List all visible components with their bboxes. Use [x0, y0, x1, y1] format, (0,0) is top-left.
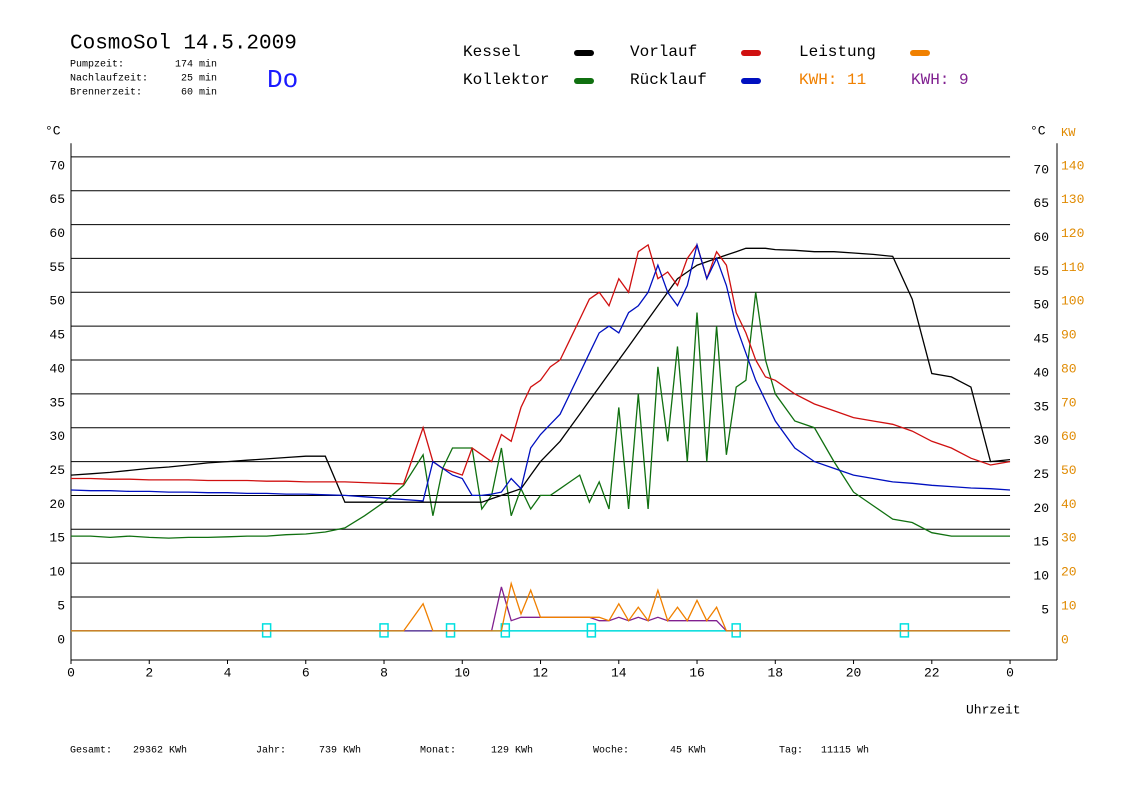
y-tick-label: 25: [49, 463, 65, 478]
series-line: [70, 247, 1011, 503]
footer-value: 11115 Wh: [821, 745, 869, 757]
y-right-tick-label: 20: [1033, 501, 1049, 516]
y-right-tick-label: 40: [1033, 365, 1049, 380]
y2-tick-label: 40: [1061, 497, 1077, 512]
stat-label: Brennerzeit:: [70, 87, 142, 99]
y2-tick-label: 10: [1061, 598, 1077, 613]
x-tick-label: 14: [611, 665, 627, 680]
y-right-tick-label: 50: [1033, 298, 1049, 313]
y-tick-label: 65: [49, 192, 65, 207]
y-right-tick-label: 45: [1033, 332, 1049, 347]
legend-label: Vorlauf: [630, 43, 697, 61]
series-line: [71, 292, 1010, 539]
y2-tick-label: 20: [1061, 565, 1077, 580]
pump-marker: [586, 623, 597, 638]
day: Do: [267, 65, 298, 95]
series-line: [71, 580, 1010, 632]
y-tick-label: 50: [49, 294, 65, 309]
y2-tick-label: 0: [1061, 632, 1069, 647]
x-axis-label: Uhrzeit: [966, 702, 1021, 717]
y2-tick-label: 30: [1061, 531, 1077, 546]
legend-label: Leistung: [799, 43, 876, 61]
y2-tick-label: 90: [1061, 328, 1077, 343]
y-tick-label: 70: [49, 158, 65, 173]
x-tick-label: 2: [145, 665, 153, 680]
y-right-tick-label: 70: [1033, 162, 1049, 177]
footer-value: 739 KWh: [319, 745, 361, 757]
y-tick-label: 55: [49, 260, 65, 275]
y-tick-label: 40: [49, 361, 65, 376]
y2-tick-label: 130: [1061, 192, 1084, 207]
x-tick-label: 20: [846, 665, 862, 680]
series-line: [70, 242, 1011, 502]
y-right-tick-label: 55: [1033, 264, 1049, 279]
x-tick-label: 10: [454, 665, 470, 680]
legend-label: Rücklauf: [630, 71, 707, 89]
y-tick-label: 20: [49, 497, 65, 512]
y2-tick-label: 50: [1061, 463, 1077, 478]
y-tick-label: 30: [49, 429, 65, 444]
stat-value: 25 min: [181, 73, 217, 85]
y-right-tick-label: 5: [1041, 602, 1049, 617]
title: CosmoSol 14.5.2009: [70, 33, 297, 56]
y2-tick-label: 100: [1061, 294, 1084, 309]
series-line: [71, 243, 1011, 485]
footer-label: Tag:: [779, 746, 803, 757]
legend-label: Kessel: [463, 43, 521, 61]
y2-axis-label: KW: [1061, 126, 1076, 140]
x-tick-label: 8: [380, 665, 388, 680]
y2-tick-label: 60: [1061, 429, 1077, 444]
y-right-tick-label: 30: [1033, 433, 1049, 448]
legend-label: Kollektor: [463, 71, 549, 89]
y2-tick-label: 140: [1061, 158, 1084, 173]
y-axis-label: °C: [45, 123, 61, 138]
y-right-tick-label: 10: [1033, 569, 1049, 584]
y-tick-label: 0: [57, 632, 65, 647]
y2-tick-label: 110: [1061, 260, 1084, 275]
footer-label: Monat:: [420, 746, 456, 757]
y-right-label: °C: [1030, 123, 1046, 138]
y2-tick-label: 120: [1061, 226, 1084, 241]
y2-tick-label: 70: [1061, 395, 1077, 410]
stat-value: 60 min: [181, 87, 217, 99]
kwh-label: KWH: 11: [799, 71, 866, 89]
y-right-tick-label: 25: [1033, 467, 1049, 482]
footer-label: Jahr:: [256, 745, 286, 757]
x-tick-label: 4: [224, 665, 232, 680]
y-tick-label: 5: [57, 598, 65, 613]
y-tick-label: 15: [49, 531, 65, 546]
x-tick-label: 12: [533, 665, 549, 680]
y-right-tick-label: 60: [1033, 230, 1049, 245]
y-tick-label: 60: [49, 226, 65, 241]
legend-label: KWH: 9: [911, 71, 969, 89]
y-right-tick-label: 35: [1033, 399, 1049, 414]
y2-tick-label: 80: [1061, 361, 1077, 376]
footer-label: Woche:: [593, 745, 629, 757]
series-line: [71, 586, 1010, 632]
x-tick-label: 16: [689, 665, 705, 680]
footer-label: Gesamt:: [70, 746, 112, 757]
y-right-tick-label: 15: [1033, 535, 1049, 550]
y-tick-label: 35: [49, 395, 65, 410]
footer-value: 129 KWh: [491, 745, 533, 757]
y-right-tick-label: 65: [1033, 196, 1049, 211]
footer-value: 29362 KWh: [133, 745, 187, 757]
stat-value: 174 min: [175, 59, 217, 71]
y-tick-label: 10: [49, 565, 65, 580]
footer-value: 45 KWh: [670, 745, 706, 757]
x-tick-label: 6: [302, 665, 310, 680]
x-tick-label: 18: [767, 665, 783, 680]
x-tick-label: 0: [1006, 665, 1014, 680]
x-tick-label: 22: [924, 665, 940, 680]
x-tick-label: 0: [67, 665, 75, 680]
stat-label: Pumpzeit:: [70, 59, 124, 71]
y-tick-label: 45: [49, 328, 65, 343]
stat-label: Nachlaufzeit:: [70, 73, 148, 85]
